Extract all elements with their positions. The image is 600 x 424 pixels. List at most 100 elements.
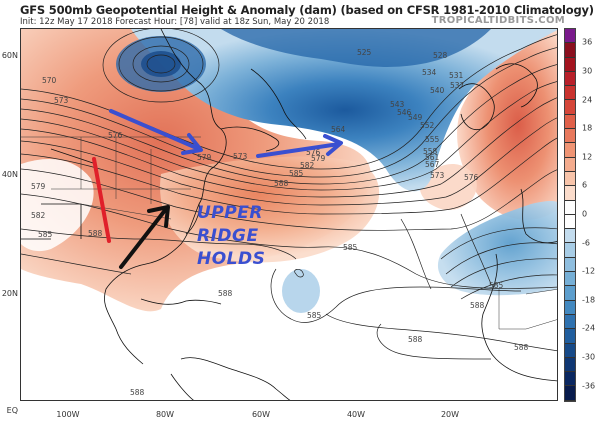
colorbar-tick-label: -18 — [582, 295, 596, 305]
contour-label: 540 — [430, 86, 445, 95]
colorbar-tick-label: 0 — [582, 209, 588, 219]
colorbar-segment — [565, 214, 575, 230]
colorbar-tick-label: 24 — [582, 95, 593, 105]
colorbar-segment — [565, 29, 575, 44]
anomaly-colorbar — [564, 28, 576, 402]
contour-label: 588 — [470, 301, 485, 310]
black-arrow-head — [147, 205, 170, 228]
contour-label: 588 — [408, 335, 423, 344]
contour-label: 576 — [108, 131, 123, 140]
colorbar-segment — [565, 143, 575, 158]
colorbar-tick-label: -24 — [582, 323, 596, 333]
colorbar-segment — [565, 286, 575, 301]
contour-label: 543 — [390, 100, 405, 109]
contour-label: 585 — [343, 243, 358, 252]
colorbar-segment — [565, 100, 575, 115]
colorbar-tick-label: 6 — [582, 180, 588, 190]
colorbar-segment — [565, 171, 575, 187]
contour-label: 537 — [450, 81, 465, 90]
colorbar-tick-label: -12 — [582, 266, 596, 276]
contour-label: 573 — [430, 171, 445, 180]
lat-label-60n: 60N — [1, 51, 18, 60]
contour-label: 576 — [464, 173, 479, 182]
contour-label: 552 — [420, 121, 435, 130]
lon-label-40w: 40W — [346, 410, 366, 419]
contour-label: 525 — [357, 48, 372, 57]
contour-label: 582 — [31, 211, 46, 220]
contour-label: 585 — [38, 230, 53, 239]
colorbar-segment — [565, 129, 575, 144]
red-ridge-axis-line — [92, 157, 111, 243]
annotation-text-ridge: RIDGE — [197, 226, 259, 246]
colorbar-segment — [565, 86, 575, 101]
contour-label: 588 — [274, 179, 289, 188]
map-panel: 525 528 531 534 537 540 543 546 549 552 555 558 561 5… — [20, 28, 558, 401]
lon-label-60w: 60W — [251, 410, 271, 419]
colorbar-segment — [565, 229, 575, 244]
contour-label: 588 — [218, 289, 233, 298]
colorbar-segment — [565, 329, 575, 344]
colorbar-segment — [565, 71, 575, 87]
contour-label: 585 — [489, 281, 504, 290]
colorbar-segment — [565, 114, 575, 130]
height-contour-layer — [21, 29, 557, 360]
contour-label: 588 — [130, 388, 145, 397]
colorbar-segment — [565, 300, 575, 315]
lat-label-20n: 20N — [1, 289, 18, 298]
contour-label: 570 — [42, 76, 57, 85]
contour-label: 588 — [514, 343, 529, 352]
colorbar-tick-label: 18 — [582, 123, 593, 133]
contour-label: 531 — [449, 71, 464, 80]
colorbar-segment — [565, 200, 575, 215]
colorbar-segment — [565, 272, 575, 287]
annotation-layer — [92, 109, 343, 269]
contour-label: 564 — [331, 125, 346, 134]
contour-label: 579 — [197, 153, 212, 162]
colorbar-segment — [565, 257, 575, 273]
border-layer — [21, 136, 557, 330]
contour-label: 579 — [31, 182, 46, 191]
lon-label-20w: 20W — [440, 410, 460, 419]
contour-label: 582 — [300, 161, 315, 170]
contour-label: 573 — [54, 96, 69, 105]
colorbar-segment — [565, 243, 575, 258]
contour-label: 558 — [423, 147, 438, 156]
jet-arrow-1 — [109, 109, 201, 151]
contour-label: 534 — [422, 68, 437, 77]
lat-label-40n: 40N — [1, 170, 18, 179]
colorbar-segment — [565, 343, 575, 358]
colorbar-segment — [565, 186, 575, 201]
contour-label: 555 — [425, 135, 440, 144]
colorbar-tick-label: 30 — [582, 66, 593, 76]
contour-label: 573 — [233, 152, 248, 161]
jet-arrow-1-head — [181, 133, 203, 155]
jet-arrow-2-head — [323, 134, 343, 156]
colorbar-segment — [565, 57, 575, 72]
contour-label: 561 — [425, 153, 440, 162]
annotation-text-upper: UPPER — [197, 203, 263, 223]
colorbar-tick-label: 36 — [582, 37, 593, 47]
black-arrow — [119, 207, 168, 269]
colorbar-segment — [565, 157, 575, 172]
map-title: GFS 500mb Geopotential Height & Anomaly … — [20, 3, 594, 17]
colorbar-tick-label: -6 — [582, 238, 590, 248]
colorbar-tick-label: -36 — [582, 381, 596, 391]
contour-label: 549 — [408, 113, 423, 122]
contour-label: 528 — [433, 51, 448, 60]
colorbar-segment — [565, 386, 575, 401]
contour-label: 576 — [306, 148, 321, 157]
contour-label: 579 — [311, 154, 326, 163]
contour-label: 585 — [307, 311, 322, 320]
lon-label-100w: 100W — [56, 410, 80, 419]
map-subtitle: Init: 12z May 17 2018 Forecast Hour: [78… — [20, 17, 330, 27]
brand-watermark: TROPICALTIDBITS.COM — [431, 15, 565, 26]
lon-label-80w: 80W — [155, 410, 175, 419]
lat-label-eq: EQ — [6, 406, 18, 415]
contour-label: 546 — [397, 108, 412, 117]
annotation-text-holds: HOLDS — [197, 249, 266, 269]
jet-arrow-2 — [256, 142, 341, 158]
colorbar-segment — [565, 372, 575, 387]
colorbar-segment — [565, 357, 575, 373]
